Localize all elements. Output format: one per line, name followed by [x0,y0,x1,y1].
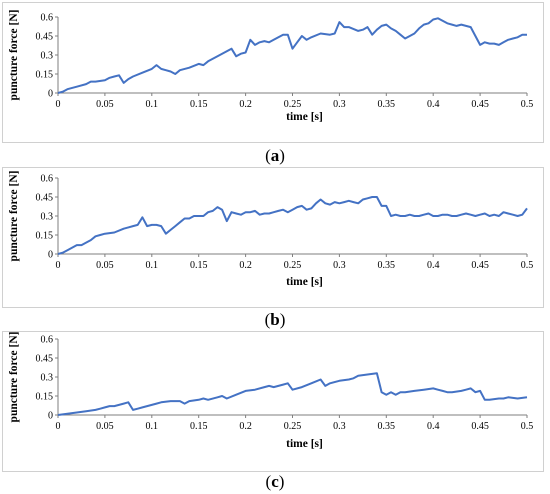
y-axis-label-a: puncture force [N] [8,10,20,101]
x-tick-label-b-8: 0.4 [427,260,440,271]
x-tick-label-a-3: 0.15 [190,99,208,110]
x-tick-label-b-7: 0.35 [378,260,396,271]
caption-c: (c) [265,472,285,491]
x-tick-label-c-7: 0.35 [378,421,396,432]
x-tick-label-b-0: 0 [56,260,61,271]
x-tick-label-a-5: 0.25 [284,99,302,110]
x-tick-label-b-5: 0.25 [284,260,302,271]
y-tick-label-c-3: 0.45 [36,354,54,365]
x-tick-label-b-4: 0.2 [239,260,252,271]
y-tick-label-c-2: 0.3 [41,373,54,384]
x-tick-label-a-7: 0.35 [378,99,396,110]
x-tick-label-b-3: 0.15 [190,260,208,271]
caption-a: (a) [265,146,285,165]
y-tick-label-a-1: 0.15 [36,70,54,81]
y-axis-label-c: puncture force [N] [8,332,20,423]
x-tick-label-c-5: 0.25 [284,421,302,432]
y-tick-label-b-2: 0.3 [41,212,54,223]
x-tick-label-b-10: 0.5 [521,260,534,271]
x-axis-label-b: time [s] [286,276,323,288]
y-tick-label-a-2: 0.3 [41,51,54,62]
x-tick-label-a-9: 0.45 [471,99,489,110]
y-axis-label-b: puncture force [N] [8,171,20,262]
x-tick-label-c-0: 0 [56,421,61,432]
caption-b: (b) [264,310,286,329]
x-tick-label-b-1: 0.05 [96,260,114,271]
x-tick-label-c-8: 0.4 [427,421,440,432]
x-tick-label-a-8: 0.4 [427,99,440,110]
y-tick-label-c-4: 0.6 [41,335,54,346]
y-tick-label-c-0: 0 [48,411,53,422]
chart-panel-b [2,167,544,308]
x-tick-label-a-10: 0.5 [521,99,534,110]
series-line-b [57,196,528,255]
series-line-a [57,17,527,94]
x-tick-label-b-9: 0.45 [471,260,489,271]
x-axis-label-a: time [s] [286,111,323,123]
x-tick-label-a-4: 0.2 [239,99,252,110]
chart-panel-c [2,331,544,472]
x-tick-label-a-0: 0 [56,99,61,110]
x-tick-label-c-2: 0.1 [146,421,159,432]
y-tick-label-b-1: 0.15 [36,231,54,242]
y-tick-label-c-1: 0.15 [36,392,54,403]
x-tick-label-c-9: 0.45 [471,421,489,432]
x-tick-label-c-6: 0.3 [333,421,346,432]
y-tick-label-b-3: 0.45 [36,193,54,204]
x-tick-label-c-3: 0.15 [190,421,208,432]
y-tick-label-b-0: 0 [48,250,53,261]
y-tick-label-a-0: 0 [48,89,53,100]
x-tick-label-a-6: 0.3 [333,99,346,110]
y-tick-label-a-4: 0.6 [41,13,54,24]
x-tick-label-b-2: 0.1 [146,260,159,271]
x-axis-label-c: time [s] [286,438,323,450]
x-tick-label-c-4: 0.2 [239,421,252,432]
series-line-c [57,372,528,416]
y-tick-label-a-3: 0.45 [36,32,54,43]
x-tick-label-b-6: 0.3 [333,260,346,271]
x-tick-label-c-1: 0.05 [96,421,114,432]
x-tick-label-c-10: 0.5 [521,421,534,432]
x-tick-label-a-2: 0.1 [146,99,159,110]
y-tick-label-b-4: 0.6 [41,174,54,185]
x-tick-label-a-1: 0.05 [96,99,114,110]
